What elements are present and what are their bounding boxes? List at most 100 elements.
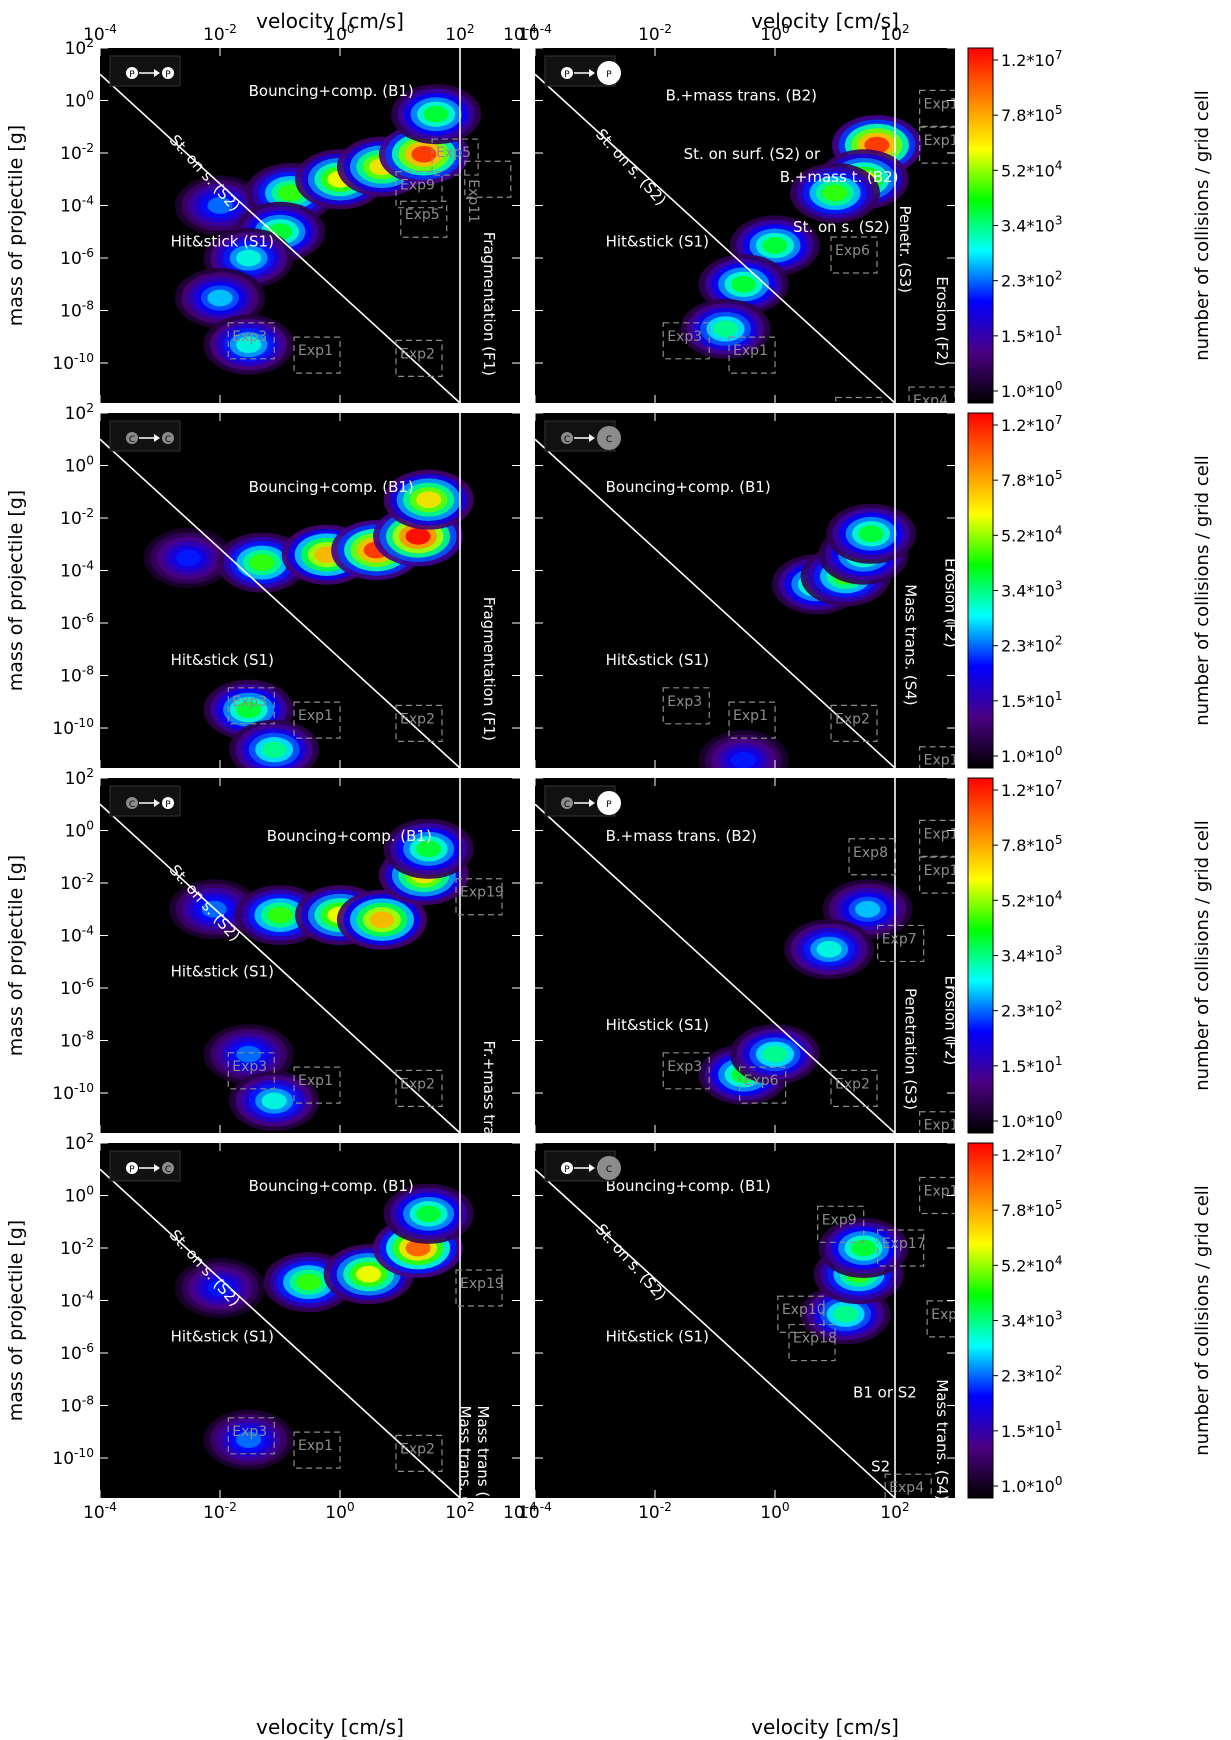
x-tick-label-bottom: 102 [445, 1500, 474, 1523]
experiment-label: Exp14 [924, 133, 968, 149]
colorbar-tick-label: 1.0*100 [1001, 379, 1062, 401]
region-label: Fr.+mass trans. (F3) [480, 1041, 498, 1193]
experiment-box [455, 878, 503, 916]
target-letter: P [165, 70, 171, 80]
arrow-head-icon [589, 69, 595, 77]
target-letter: C [606, 435, 612, 445]
density-cluster [176, 549, 202, 567]
panel-content: B.+mass trans. (B2) St. on surf. (S2) or S… [535, 48, 968, 403]
colorbar-tick-label: 1.5*101 [1001, 1419, 1062, 1441]
y-axis-label: mass of projectile [g] [5, 490, 27, 691]
arrow-head-icon [154, 434, 160, 442]
experiment-box [919, 746, 955, 768]
density-cluster [864, 136, 890, 154]
boundary-diagonal [535, 73, 896, 403]
density-cluster [207, 289, 233, 307]
experiment-label: Exp1 [298, 1073, 333, 1089]
experiment-label: Exp3 [667, 329, 702, 345]
target-icon [597, 426, 621, 450]
experiment-box [908, 386, 955, 403]
x-tick-label-top: 102 [445, 22, 474, 45]
x-tick-label-bottom: 102 [880, 1500, 909, 1523]
projectile-icon [126, 67, 138, 79]
panel-content: Bouncing+comp. (B1) Hit&stick (S1) Fragmen… [100, 413, 498, 768]
arrow-head-icon [589, 434, 595, 442]
panel-background [100, 413, 520, 768]
y-tick-label: 10-8 [60, 663, 94, 686]
experiment-label: Exp1 [298, 343, 333, 359]
target-letter: P [606, 800, 612, 810]
panel-4: Bouncing+comp. (B1) Mass trans. (S4) Hit&s… [534, 412, 960, 768]
experiment-label: Exp2 [835, 1076, 870, 1092]
density-cluster [296, 1273, 322, 1291]
panel-axes [534, 412, 955, 768]
x-tick-label-top: 102 [880, 22, 909, 45]
region-label: Penetr. (S3) [896, 206, 914, 293]
target-letter: P [165, 800, 171, 810]
projectile-letter: C [129, 435, 135, 445]
experiment-label: Exp3 [232, 694, 267, 710]
x-tick-label-bottom: 100 [325, 1500, 354, 1523]
experiment-label: Exp18 [793, 1331, 837, 1347]
region-label: Erosion (F2) [933, 276, 951, 366]
projectile-letter: P [564, 1165, 570, 1175]
boundary-diagonal [535, 1168, 896, 1498]
x-tick-label-top: 10-2 [203, 22, 237, 45]
colorbar [967, 412, 994, 769]
density-cluster [731, 751, 757, 768]
colorbar-tick-label: 5.2*104 [1001, 888, 1062, 910]
experiment-label: Exp4 [889, 1480, 924, 1496]
colorbar-tick-label: 3.4*103 [1001, 579, 1062, 601]
colorbar-label: number of collisions / grid cell [1192, 90, 1213, 361]
target-letter: C [165, 1165, 171, 1175]
target-icon [162, 432, 174, 444]
experiment-label: Exp3 [232, 1424, 267, 1440]
y-tick-label: 10-10 [52, 351, 94, 374]
target-letter: C [165, 435, 171, 445]
experiment-box [662, 322, 710, 360]
density-cluster [236, 336, 262, 354]
x-tick-label-bottom: 10-4 [518, 1500, 552, 1523]
region-label: Hit&stick (S1) [606, 1016, 709, 1034]
projectile-icon [561, 797, 573, 809]
density-cluster [261, 1092, 287, 1110]
experiment-box [293, 1431, 341, 1469]
region-label: Erosion (F2) [942, 558, 960, 648]
density-cluster [236, 701, 262, 719]
y-tick-label: 10-6 [60, 611, 94, 634]
experiment-label: Exp10 [782, 1302, 826, 1318]
experiment-box [227, 322, 275, 360]
region-label: Hit&stick (S1) [171, 1327, 274, 1345]
arrow-head-icon [154, 69, 160, 77]
experiment-box [293, 1066, 341, 1104]
target-letter: C [606, 1165, 612, 1175]
x-tick-label-bottom: 10-4 [503, 1500, 537, 1523]
projectile-letter: P [129, 70, 135, 80]
panel-5: Bouncing+comp. (B1)St. on s. (S2)Hit&sti… [99, 777, 520, 1193]
target-letter: P [606, 70, 612, 80]
panel-axes [534, 47, 955, 403]
region-label: Bouncing+comp. (B1) [606, 478, 771, 496]
y-tick-label: 10-4 [60, 923, 94, 946]
experiment-label: Exp11 [465, 179, 481, 223]
x-tick-label-bottom: 10-2 [203, 1500, 237, 1523]
panel-content: Bouncing+comp. (B1)St. on s. (S2)Hit&sti… [535, 1143, 955, 1498]
panel-content: B.+mass trans. (B2) Penetration (S3) Hit&s… [535, 778, 955, 1133]
density-cluster [423, 105, 449, 123]
y-tick-label: 102 [65, 1131, 94, 1154]
panel-content: Bouncing+comp. (B1)St. on s. (S2)Hit&sti… [100, 48, 512, 403]
colorbar-tick-label: 2.3*102 [1001, 999, 1062, 1021]
experiment-box [817, 1205, 865, 1243]
experiment-box [395, 339, 443, 377]
colorbar [967, 1142, 994, 1499]
colorbar-tick-label: 1.5*101 [1001, 689, 1062, 711]
panel-content: Bouncing+comp. (B1) Mass trans. (S4) Hit&s… [535, 413, 960, 768]
experiment-label: Exp2 [835, 711, 870, 727]
experiment-box [884, 1473, 932, 1498]
colorbar [967, 777, 994, 1134]
y-tick-label: 100 [65, 818, 94, 841]
y-tick-label: 100 [65, 453, 94, 476]
density-cluster [833, 1305, 859, 1323]
panel-7: Bouncing+comp. (B1)St. on s. (S2)Hit&sti… [99, 1142, 520, 1498]
experiment-label: Exp3 [667, 1059, 702, 1075]
